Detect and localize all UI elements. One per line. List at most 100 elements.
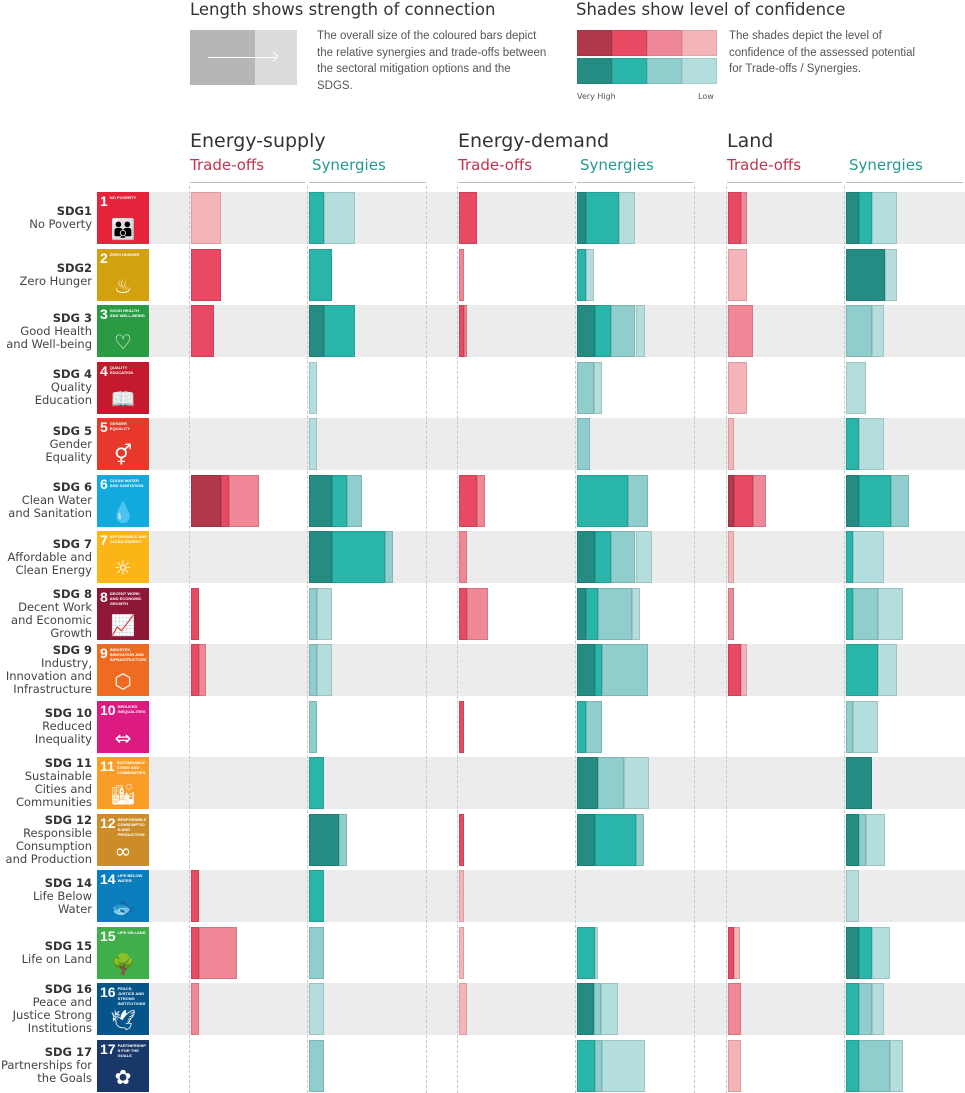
sdg-logo-header: 8 Decent Work and Economic Growth [100, 589, 147, 606]
bar-tradeoff-m [191, 983, 199, 1035]
bar-tradeoff-m [463, 305, 468, 357]
sdg-logo-name: Life on Land [117, 929, 146, 935]
bar-synergy-h [586, 192, 619, 244]
sdg-9-logo: 9 Industry, Innovation and Infrastructure… [97, 644, 149, 696]
bar-synergy-vh [577, 813, 595, 866]
bar-synergy-m [593, 983, 602, 1035]
equality-icon: ⇔ [114, 725, 132, 750]
legend-low-label: Low [698, 92, 714, 101]
bar-synergy-h [577, 700, 587, 753]
bar-synergy-l [309, 418, 317, 470]
row-band [150, 418, 965, 470]
bar-synergy-h [846, 531, 853, 583]
bar-synergy-m [586, 700, 603, 753]
sdg-logo-name: Life Below Water [117, 873, 143, 883]
sdg-logo-number: 1 [100, 193, 108, 209]
sdg-name-line: Growth [50, 625, 92, 640]
sdg-logo-header: 15 Life on Land [100, 928, 147, 944]
row-label: SDG 17 Partnerships for the Goals [1, 1046, 92, 1085]
sdg-logo-number: 10 [100, 701, 116, 718]
bar-synergy-l [594, 926, 599, 979]
sdg-logo-name: Gender Equality [109, 421, 131, 431]
bowl-icon: ♨ [114, 273, 132, 298]
legend-shade-swatches [577, 30, 717, 86]
sdg-15-logo: 15 Life on Land 🌳 [97, 926, 149, 979]
sdg-logo-header: 10 Reduced Inequalities [100, 701, 147, 718]
row-band [150, 870, 965, 922]
sdg-code: SDG 16 [44, 982, 92, 996]
sdg-name-line: and Production [5, 851, 92, 866]
bar-synergy-m [309, 587, 317, 640]
bar-synergy-l [618, 192, 636, 244]
sdg-logo-name: Clean Water and Sanitation [109, 477, 144, 488]
sdg-8-logo: 8 Decent Work and Economic Growth 📈 [97, 587, 149, 640]
bar-synergy-h [577, 1039, 595, 1092]
bar-synergy-m [309, 926, 325, 979]
sdg-logo-number: 3 [100, 306, 108, 322]
bar-synergy-l [635, 305, 645, 357]
fish-icon: 🐟 [110, 895, 136, 919]
shade-swatch-tradeoffs-H [612, 30, 647, 56]
bar-tradeoff-l [728, 418, 735, 470]
bar-synergy-m [858, 813, 866, 866]
bar-synergy-m [577, 361, 594, 414]
sdg-logo-number: 11 [100, 758, 115, 774]
bar-tradeoff-h [191, 248, 222, 301]
bar-tradeoff-l [191, 192, 222, 244]
bar-synergy-vh [309, 531, 332, 583]
sdg-name-line: Equality [45, 449, 92, 464]
shade-swatch-tradeoffs-M [647, 30, 682, 56]
bar-tradeoff-m [198, 926, 237, 979]
sdg-code: SDG 10 [44, 706, 92, 720]
bar-synergy-m [309, 700, 317, 753]
cubes-icon: ⬡ [114, 669, 132, 693]
bar-synergy-h [577, 474, 628, 527]
bar-synergy-l [602, 1039, 645, 1092]
bar-synergy-l [871, 305, 884, 357]
legend-very-high-label: Very High [577, 92, 616, 101]
sdg-name-line: Gender [49, 436, 92, 451]
shade-swatch-tradeoffs-L [682, 30, 717, 56]
sdg-logo-header: 6 Clean Water and Sanitation [100, 476, 147, 492]
bar-synergy-m [611, 531, 636, 583]
sdg-logo-header: 9 Industry, Innovation and Infrastructure [100, 646, 147, 663]
bar-synergy-vh [577, 644, 595, 696]
bar-synergy-l [871, 926, 890, 979]
gridline [307, 186, 308, 1093]
sdg-name-line: Justice Strong [12, 1008, 92, 1022]
sdg-code: SDG 8 [52, 586, 92, 601]
bar-synergy-h [846, 644, 878, 696]
bar-synergy-l [858, 418, 884, 470]
sdg-name-line: Decent Work [18, 599, 92, 614]
sdg-code: SDG1 [56, 204, 92, 218]
bar-tradeoff-h [728, 926, 735, 979]
sdg-name-line: Responsible [23, 825, 92, 840]
sdg-code: SDG 5 [52, 423, 92, 438]
bar-synergy-vh [577, 305, 595, 357]
tradeoffs-header: Trade-offs [190, 156, 265, 174]
bar-tradeoff-h [191, 926, 199, 979]
header-underline [846, 182, 963, 183]
sdg-logo-number: 17 [100, 1040, 116, 1057]
bar-synergy-l [631, 587, 641, 640]
book-icon: 📖 [110, 386, 136, 411]
bar-synergy-vh [577, 192, 587, 244]
bar-synergy-h [331, 474, 347, 527]
sdg-name-line: Good Health [20, 323, 92, 338]
bar-synergy-l [852, 700, 878, 753]
sdg-logo-name: Good Health and Well-being [109, 308, 145, 318]
bar-tradeoff-l [728, 1039, 741, 1092]
bar-tradeoff-m [476, 474, 485, 527]
sdg-logo-number: 7 [100, 532, 108, 548]
legend-shade-title: Shades show level of confidence [576, 0, 846, 19]
bar-synergy-l [316, 587, 332, 640]
sdg-name-line: Reduced [42, 719, 92, 733]
bar-tradeoff-m [740, 192, 747, 244]
bar-synergy-m [594, 1039, 603, 1092]
sdg-2-logo: 2 Zero Hunger ♨ [97, 248, 149, 301]
sdg-logo-name: Responsible Consumption and Production [117, 816, 147, 837]
row-label: SDG1 No Poverty [29, 205, 92, 231]
sdg-code: SDG 14 [44, 875, 92, 890]
bar-synergy-h [309, 192, 325, 244]
sdg-logo-name: Quality Education [109, 364, 134, 375]
